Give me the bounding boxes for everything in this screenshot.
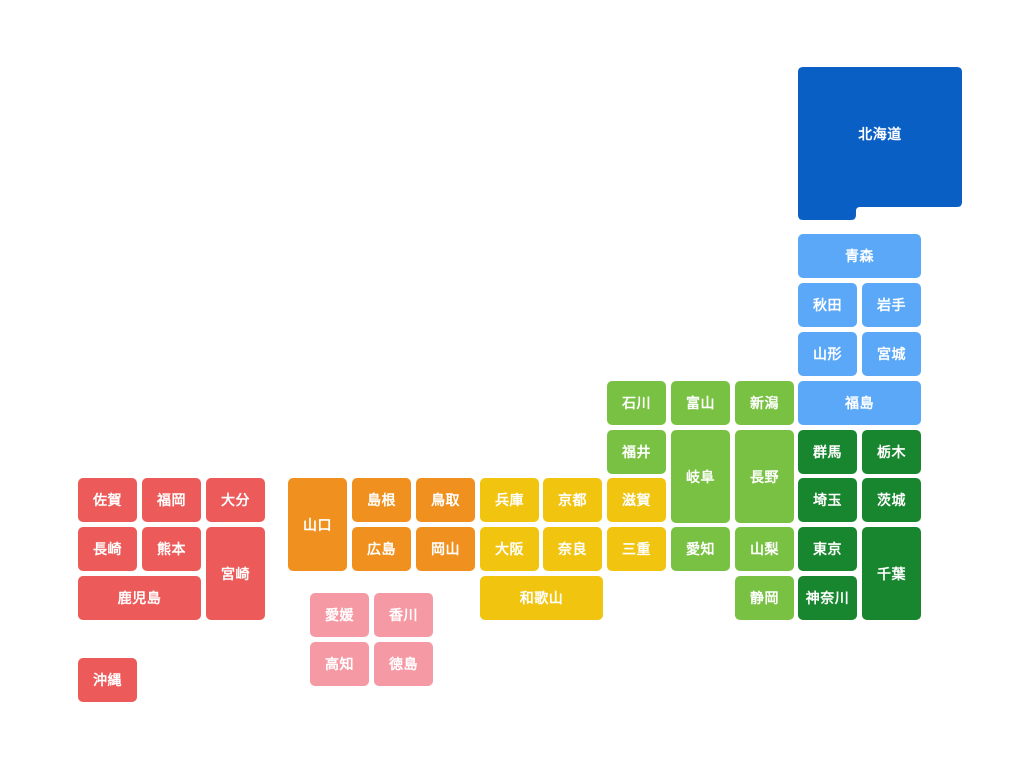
prefecture-fukui[interactable]: 福井 [607,430,666,474]
prefecture-gifu[interactable]: 岐阜 [671,430,730,523]
prefecture-label-nara: 奈良 [558,542,587,558]
prefecture-nara[interactable]: 奈良 [543,527,602,571]
prefecture-label-toyama: 富山 [686,396,715,412]
prefecture-label-shiga: 滋賀 [622,493,651,509]
prefecture-nagano[interactable]: 長野 [735,430,794,523]
prefecture-label-tokushima: 徳島 [389,657,418,673]
prefecture-saga[interactable]: 佐賀 [78,478,137,522]
prefecture-miyazaki[interactable]: 宮崎 [206,527,265,620]
prefecture-label-fukuoka: 福岡 [157,493,186,509]
prefecture-label-okayama: 岡山 [431,542,460,558]
prefecture-oita[interactable]: 大分 [206,478,265,522]
prefecture-kagawa[interactable]: 香川 [374,593,433,637]
prefecture-okayama[interactable]: 岡山 [416,527,475,571]
prefecture-tokyo[interactable]: 東京 [798,527,857,571]
prefecture-label-kyoto: 京都 [558,493,587,509]
prefecture-label-kochi: 高知 [325,657,354,673]
prefecture-label-tochigi: 栃木 [877,445,906,461]
prefecture-label-ibaraki: 茨城 [877,493,906,509]
prefecture-gunma[interactable]: 群馬 [798,430,857,474]
prefecture-label-fukui: 福井 [622,445,651,461]
prefecture-label-wakayama: 和歌山 [519,591,564,607]
prefecture-label-ehime: 愛媛 [325,608,354,624]
prefecture-aichi[interactable]: 愛知 [671,527,730,571]
prefecture-label-mie: 三重 [622,542,651,558]
prefecture-label-nagano: 長野 [750,469,779,486]
prefecture-hyogo[interactable]: 兵庫 [480,478,539,522]
prefecture-akita[interactable]: 秋田 [798,283,857,327]
prefecture-label-hyogo: 兵庫 [495,493,524,509]
prefecture-ibaraki[interactable]: 茨城 [862,478,921,522]
prefecture-shimane[interactable]: 島根 [352,478,411,522]
prefecture-label-tottori: 鳥取 [431,493,460,509]
prefecture-iwate[interactable]: 岩手 [862,283,921,327]
prefecture-label-hiroshima: 広島 [367,542,396,558]
prefecture-fukushima[interactable]: 福島 [798,381,921,425]
prefecture-label-saitama: 埼玉 [813,493,842,509]
prefecture-tottori[interactable]: 鳥取 [416,478,475,522]
prefecture-label-aomori: 青森 [845,249,874,265]
prefecture-label-niigata: 新潟 [750,396,779,412]
prefecture-hiroshima[interactable]: 広島 [352,527,411,571]
prefecture-chiba[interactable]: 千葉 [862,527,921,620]
prefecture-label-oita: 大分 [221,493,250,509]
prefecture-label-chiba: 千葉 [877,566,906,583]
prefecture-yamanashi[interactable]: 山梨 [735,527,794,571]
prefecture-mie[interactable]: 三重 [607,527,666,571]
prefecture-label-okinawa: 沖縄 [93,673,122,689]
prefecture-label-osaka: 大阪 [495,542,524,558]
prefecture-label-saga: 佐賀 [93,493,122,509]
prefecture-tokushima[interactable]: 徳島 [374,642,433,686]
prefecture-label-akita: 秋田 [813,298,842,314]
prefecture-label-yamagata: 山形 [813,347,842,363]
prefecture-label-kagoshima: 鹿児島 [117,591,162,607]
prefecture-label-nagasaki: 長崎 [93,542,122,558]
prefecture-ishikawa[interactable]: 石川 [607,381,666,425]
prefecture-label-miyagi: 宮城 [877,347,906,363]
prefecture-niigata[interactable]: 新潟 [735,381,794,425]
prefecture-kagoshima[interactable]: 鹿児島 [78,576,201,620]
prefecture-label-gifu: 岐阜 [686,469,715,486]
prefecture-nagasaki[interactable]: 長崎 [78,527,137,571]
hokkaido-shape [798,67,962,220]
prefecture-kochi[interactable]: 高知 [310,642,369,686]
prefecture-fukuoka[interactable]: 福岡 [142,478,201,522]
prefecture-yamagata[interactable]: 山形 [798,332,857,376]
prefecture-label-hokkaido: 北海道 [858,127,902,143]
prefecture-label-ishikawa: 石川 [622,396,651,412]
prefecture-kumamoto[interactable]: 熊本 [142,527,201,571]
prefecture-label-kumamoto: 熊本 [157,542,186,558]
prefecture-shizuoka[interactable]: 静岡 [735,576,794,620]
prefecture-tochigi[interactable]: 栃木 [862,430,921,474]
prefecture-label-fukushima: 福島 [845,396,874,412]
prefecture-label-yamaguchi: 山口 [303,517,332,534]
prefecture-label-iwate: 岩手 [877,298,906,314]
prefecture-label-yamanashi: 山梨 [750,542,779,558]
prefecture-label-aichi: 愛知 [686,542,715,558]
prefecture-okinawa[interactable]: 沖縄 [78,658,137,702]
prefecture-label-shimane: 島根 [367,493,396,509]
prefecture-ehime[interactable]: 愛媛 [310,593,369,637]
prefecture-label-kagawa: 香川 [389,608,418,624]
prefecture-saitama[interactable]: 埼玉 [798,478,857,522]
prefecture-hokkaido[interactable]: 北海道 [798,67,962,220]
prefecture-yamaguchi[interactable]: 山口 [288,478,347,571]
prefecture-miyagi[interactable]: 宮城 [862,332,921,376]
prefecture-kanagawa[interactable]: 神奈川 [798,576,857,620]
prefecture-label-gunma: 群馬 [813,445,842,461]
prefecture-shiga[interactable]: 滋賀 [607,478,666,522]
prefecture-label-miyazaki: 宮崎 [221,566,250,583]
prefecture-wakayama[interactable]: 和歌山 [480,576,603,620]
prefecture-toyama[interactable]: 富山 [671,381,730,425]
prefecture-label-tokyo: 東京 [813,542,842,558]
prefecture-kyoto[interactable]: 京都 [543,478,602,522]
prefecture-label-shizuoka: 静岡 [750,591,779,607]
prefecture-aomori[interactable]: 青森 [798,234,921,278]
prefecture-osaka[interactable]: 大阪 [480,527,539,571]
prefecture-label-kanagawa: 神奈川 [805,591,850,607]
